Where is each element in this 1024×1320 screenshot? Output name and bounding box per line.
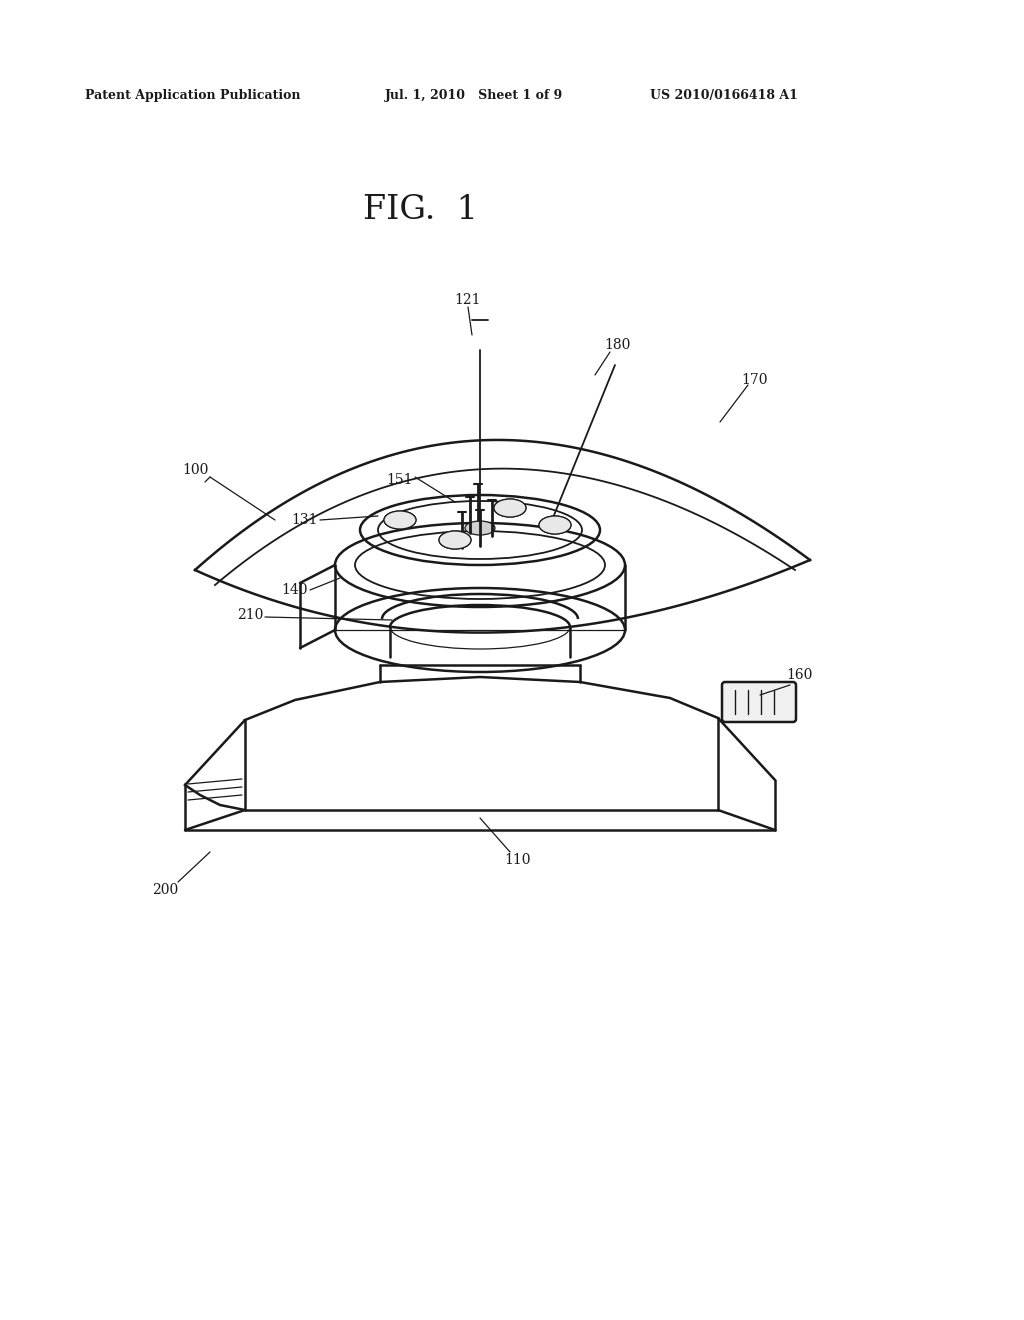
- FancyBboxPatch shape: [722, 682, 796, 722]
- Text: 170: 170: [741, 374, 768, 387]
- Text: 210: 210: [237, 609, 263, 622]
- Text: FIG.  1: FIG. 1: [362, 194, 477, 226]
- Text: 151: 151: [387, 473, 414, 487]
- Text: Patent Application Publication: Patent Application Publication: [85, 88, 300, 102]
- Text: 121: 121: [455, 293, 481, 308]
- Text: 160: 160: [786, 668, 813, 682]
- Text: 200: 200: [152, 883, 178, 898]
- Text: 131: 131: [292, 513, 318, 527]
- Ellipse shape: [494, 499, 526, 517]
- Text: 180: 180: [605, 338, 631, 352]
- Ellipse shape: [439, 531, 471, 549]
- Ellipse shape: [539, 516, 571, 535]
- Ellipse shape: [465, 521, 495, 535]
- Text: 100: 100: [182, 463, 208, 477]
- Text: 140: 140: [282, 583, 308, 597]
- Text: Jul. 1, 2010   Sheet 1 of 9: Jul. 1, 2010 Sheet 1 of 9: [385, 88, 563, 102]
- Ellipse shape: [384, 511, 416, 529]
- Text: US 2010/0166418 A1: US 2010/0166418 A1: [650, 88, 798, 102]
- Text: 110: 110: [505, 853, 531, 867]
